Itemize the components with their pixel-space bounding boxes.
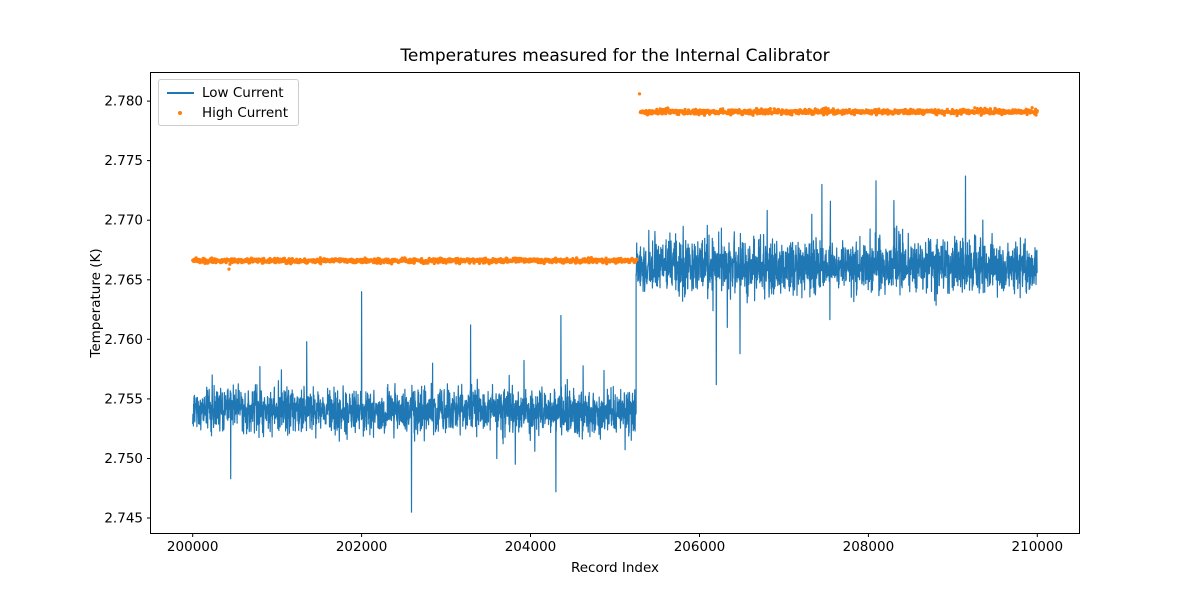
x-tick-label: 200000 [167,539,219,555]
x-axis-label: Record Index [570,560,660,576]
high-current-points [191,92,1039,271]
x-tick-label: 210000 [1012,539,1064,555]
low-current-line-swatch [167,91,194,94]
y-tick-label: 2.750 [104,451,143,467]
y-tick-label: 2.760 [104,332,143,348]
x-tick-label: 206000 [674,539,726,555]
y-tick-label: 2.780 [104,94,143,110]
y-tick-label: 2.745 [104,511,143,527]
axes-frame [150,72,1080,534]
legend-label-low-current: Low Current [202,84,284,101]
legend-label-high-current: High Current [202,104,289,121]
y-tick-label: 2.765 [104,272,143,288]
low-current-line [192,175,1038,513]
x-tick-label: 208000 [843,539,895,555]
high-current-dot-swatch [178,110,182,115]
x-ticks: 200000 202000 204000 206000 208000 210000 [167,533,1064,555]
legend-item-low-current: Low Current [167,84,288,101]
x-tick-label: 204000 [505,539,557,555]
y-tick-label: 2.755 [104,391,143,407]
y-axis-label: Temperature (K) [88,248,104,358]
legend: Low Current High Current [158,79,300,126]
y-tick-label: 2.770 [104,213,143,229]
chart-title: Temperatures measured for the Internal C… [400,46,830,66]
y-ticks: 2.745 2.750 2.755 2.760 2.765 2.770 2.775 2.780 [104,94,151,527]
x-tick-label: 202000 [336,539,388,555]
y-tick-label: 2.775 [104,153,143,169]
legend-item-high-current: High Current [167,104,288,121]
